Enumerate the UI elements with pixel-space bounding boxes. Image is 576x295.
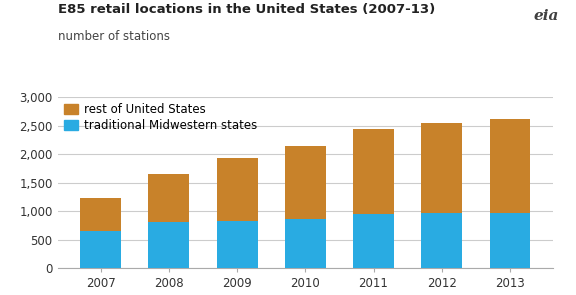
- Bar: [421, 123, 462, 213]
- Bar: [80, 231, 121, 268]
- Bar: [353, 129, 394, 214]
- Bar: [217, 221, 257, 268]
- Bar: [421, 213, 462, 268]
- Legend: rest of United States, traditional Midwestern states: rest of United States, traditional Midwe…: [63, 103, 257, 132]
- Bar: [149, 222, 190, 268]
- Bar: [217, 158, 257, 221]
- Text: E85 retail locations in the United States (2007-13): E85 retail locations in the United State…: [58, 3, 435, 16]
- Bar: [490, 119, 530, 213]
- Text: eia: eia: [533, 9, 559, 23]
- Bar: [80, 198, 121, 231]
- Text: number of stations: number of stations: [58, 30, 169, 42]
- Bar: [353, 214, 394, 268]
- Bar: [285, 219, 326, 268]
- Bar: [490, 213, 530, 268]
- Bar: [285, 146, 326, 219]
- Bar: [149, 174, 190, 222]
